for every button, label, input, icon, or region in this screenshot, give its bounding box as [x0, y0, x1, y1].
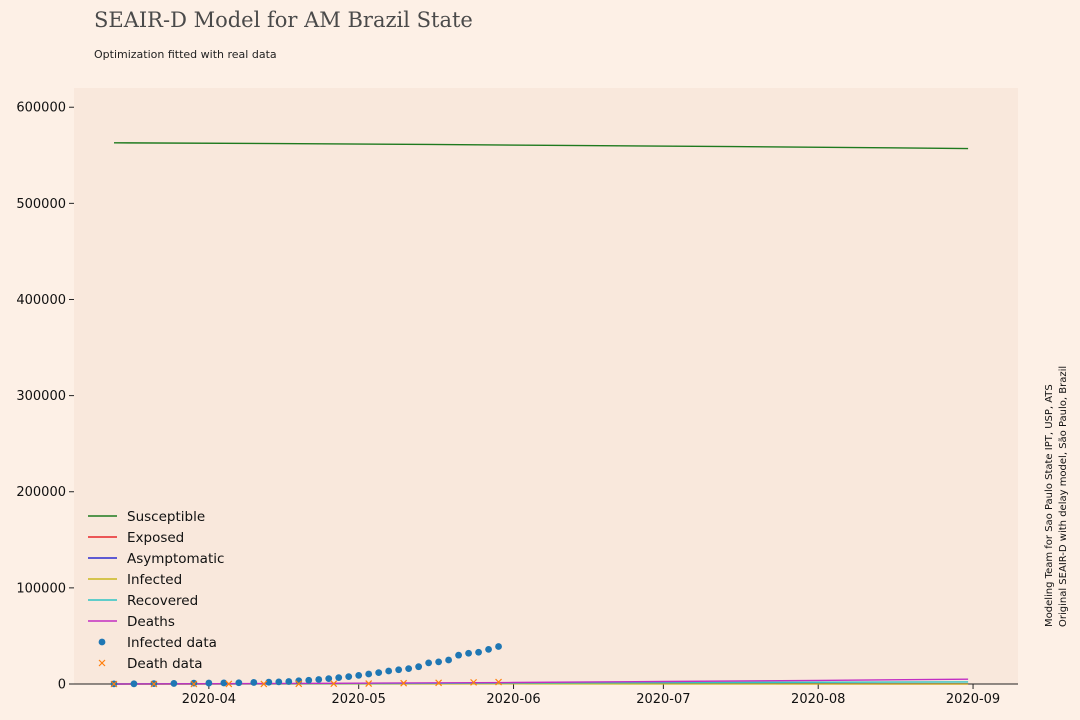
legend-label: Recovered	[127, 593, 198, 609]
x-marker-stroke	[260, 680, 268, 688]
legend-item-infected: Infected	[88, 572, 182, 588]
x-tick-label: 2020-07	[636, 692, 690, 707]
data-point-infected-data	[405, 665, 413, 673]
data-point-death-data	[295, 680, 303, 688]
data-point-death-data	[150, 680, 158, 688]
data-point-infected-data	[475, 648, 482, 656]
y-tick-label: 400000	[16, 293, 66, 308]
y-axis: 0 100000 200000 300000 400000 500000 600000	[16, 101, 74, 693]
data-point-infected-data	[170, 680, 178, 687]
data-point-infected-data	[415, 663, 423, 671]
plot-area	[74, 88, 1018, 684]
x-marker-stroke	[330, 680, 338, 688]
data-point-infected-data	[435, 658, 443, 666]
x-marker-stroke	[190, 680, 198, 688]
x-marker-stroke	[110, 680, 118, 688]
x-tick-label: 2020-08	[791, 692, 845, 707]
x-marker-stroke	[150, 680, 158, 688]
data-point-infected-data	[325, 675, 333, 683]
legend-item-exposed: Exposed	[88, 530, 184, 546]
data-point-infected-data	[265, 678, 273, 686]
legend-label: Susceptible	[127, 509, 205, 525]
data-point-death-data	[110, 680, 118, 688]
data-point-death-data	[260, 680, 268, 688]
data-point-infected-data	[285, 678, 293, 685]
data-point-infected-data	[190, 679, 198, 687]
data-point-infected-data	[355, 671, 363, 679]
data-point-death-data	[330, 680, 338, 688]
x-tick-label: 2020-06	[486, 692, 540, 707]
legend-label: Exposed	[127, 530, 184, 546]
data-point-death-data	[190, 680, 198, 688]
legend-item-recovered: Recovered	[88, 593, 198, 609]
series-line-susceptible	[113, 142, 969, 150]
y-tick-label: 0	[58, 678, 66, 693]
data-point-infected-data	[445, 656, 453, 664]
legend-item-susceptible: Susceptible	[88, 509, 205, 525]
side-note-line1: Modeling Team for Sao Paulo State IPT, U…	[1044, 384, 1055, 627]
legend-item-death-data: Death data	[98, 656, 203, 672]
x-marker-stroke	[225, 680, 233, 688]
data-point-death-data	[470, 678, 478, 686]
legend: Susceptible Exposed Asymptomatic Infected Re…	[88, 509, 224, 672]
data-point-infected-data	[485, 645, 492, 653]
chart-subtitle: Optimization fitted with real data	[94, 48, 277, 61]
legend-label: Death data	[127, 656, 203, 672]
data-point-infected-data	[275, 678, 283, 686]
data-point-infected-data	[455, 651, 462, 659]
data-point-death-data	[225, 680, 233, 688]
y-tick-label: 100000	[16, 581, 66, 596]
data-point-infected-data	[345, 673, 353, 680]
x-marker-stroke	[365, 680, 373, 687]
legend-label: Infected	[127, 572, 182, 588]
data-point-infected-data	[395, 666, 403, 674]
x-marker-stroke	[495, 678, 502, 686]
y-tick-label: 200000	[16, 485, 66, 500]
data-point-infected-data	[130, 680, 138, 688]
data-point-infected-data	[220, 679, 228, 687]
series-layer	[110, 142, 969, 688]
legend-label: Deaths	[127, 614, 175, 630]
data-point-infected-data	[425, 659, 433, 667]
x-marker-stroke	[400, 679, 408, 687]
y-tick-label: 500000	[16, 197, 66, 212]
data-point-infected-data	[315, 676, 323, 683]
legend-item-deaths: Deaths	[88, 614, 175, 630]
legend-label: Infected data	[127, 635, 217, 651]
x-marker-stroke	[435, 679, 443, 687]
x-tick-label: 2020-09	[946, 692, 1000, 707]
chart-title: SEAIR-D Model for AM Brazil State	[94, 8, 473, 32]
x-tick-label: 2020-04	[182, 692, 236, 707]
x-marker-stroke	[295, 680, 303, 688]
data-point-infected-data	[335, 674, 343, 682]
y-tick-label: 300000	[16, 389, 66, 404]
data-point-infected-data	[205, 679, 213, 687]
data-point-infected-data	[375, 669, 383, 677]
side-note-line2: Original SEAIR-D with delay model, São P…	[1058, 366, 1069, 627]
x-marker-stroke	[470, 678, 478, 686]
x-tick-label: 2020-05	[332, 692, 386, 707]
legend-swatch	[98, 638, 106, 646]
data-point-infected-data	[250, 679, 258, 686]
data-point-death-data	[400, 679, 408, 687]
data-point-death-data	[495, 678, 502, 686]
series-line-deaths	[113, 678, 969, 685]
legend-item-asymptomatic: Asymptomatic	[88, 551, 224, 567]
legend-swatch	[98, 659, 106, 667]
data-point-infected-data	[305, 676, 313, 684]
legend-item-infected-data: Infected data	[98, 635, 217, 651]
x-axis: 2020-04 2020-05 2020-06 2020-07 2020-08 2020-…	[182, 684, 1000, 707]
data-point-infected-data	[385, 667, 393, 675]
y-tick-label: 600000	[16, 101, 66, 116]
data-point-death-data	[365, 680, 373, 687]
data-point-infected-data	[495, 643, 502, 650]
data-point-death-data	[435, 679, 443, 687]
legend-label: Asymptomatic	[127, 551, 224, 567]
data-point-infected-data	[365, 670, 373, 678]
data-point-infected-data	[465, 649, 472, 657]
data-point-infected-data	[235, 679, 243, 687]
side-note: Modeling Team for Sao Paulo State IPT, U…	[1044, 366, 1069, 627]
